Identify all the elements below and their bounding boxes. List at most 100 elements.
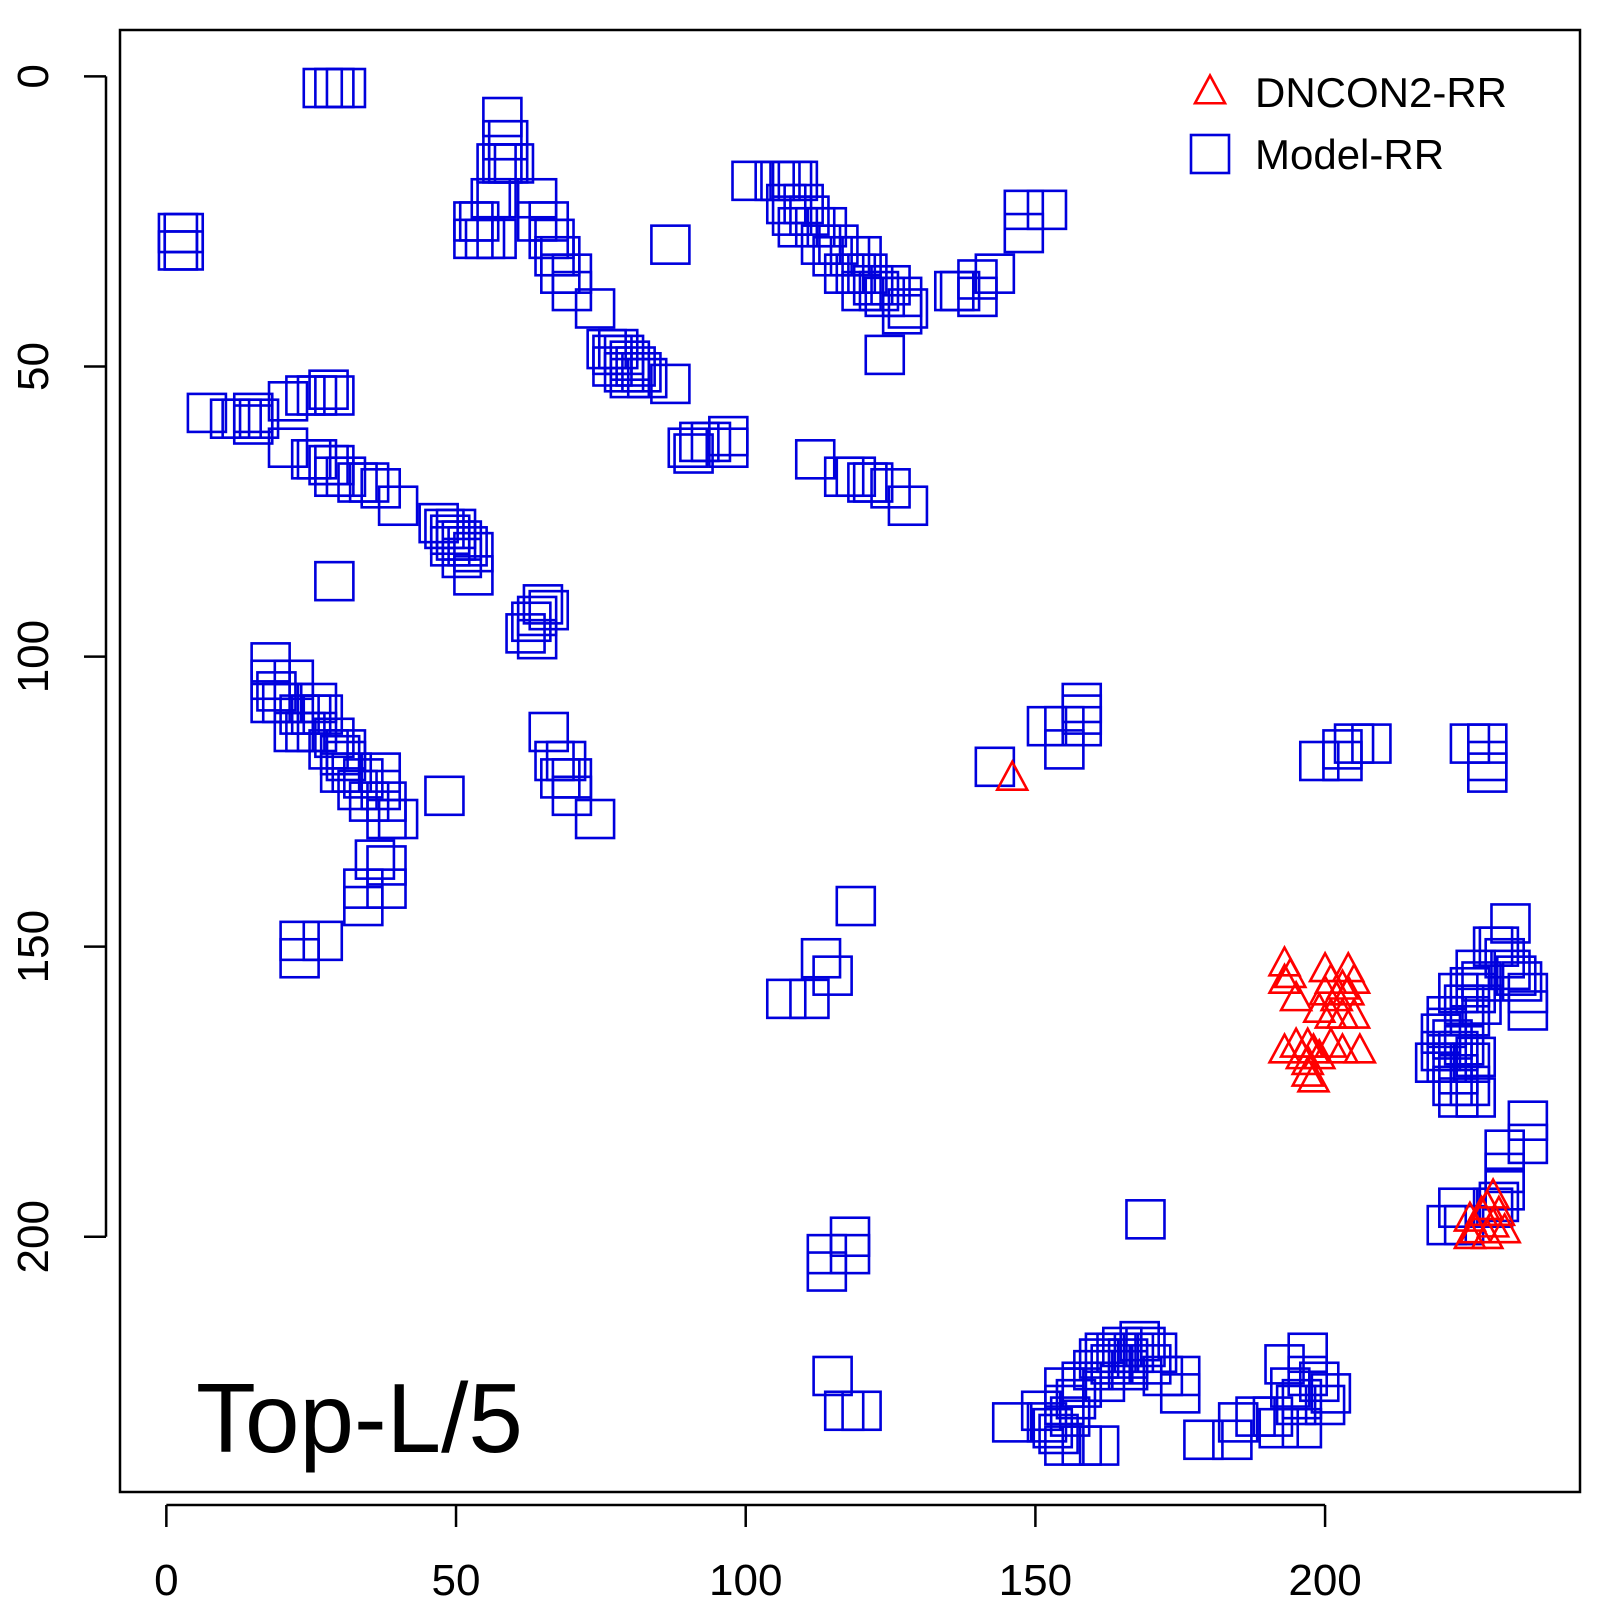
data-point — [1287, 1355, 1328, 1397]
data-point — [1470, 1217, 1505, 1250]
data-point — [1443, 1024, 1485, 1066]
data-point — [482, 96, 523, 138]
data-point — [574, 288, 616, 329]
data-point — [794, 439, 836, 480]
data-point — [841, 1390, 882, 1432]
data-point — [325, 729, 367, 770]
data-point — [1252, 1396, 1294, 1437]
legend: DNCON2-RR Model-RR — [1189, 69, 1507, 178]
data-point — [1061, 682, 1103, 724]
y-tick-label: 200 — [9, 1200, 58, 1273]
data-point — [1212, 1419, 1253, 1461]
data-point — [516, 201, 558, 242]
data-point — [348, 462, 390, 503]
data-point — [1125, 1326, 1166, 1368]
data-point — [1044, 1384, 1085, 1426]
data-point — [1026, 189, 1068, 231]
data-point — [1061, 1425, 1103, 1466]
data-point — [453, 555, 494, 596]
data-point — [1351, 723, 1392, 764]
data-point — [1287, 1332, 1328, 1374]
data-point — [354, 839, 396, 880]
data-point — [296, 682, 338, 724]
legend-label: DNCON2-RR — [1255, 69, 1507, 116]
data-point — [650, 224, 691, 265]
data-point — [1090, 1344, 1132, 1385]
data-point — [1044, 729, 1085, 770]
data-point — [829, 1216, 871, 1258]
data-point — [1264, 1344, 1305, 1385]
data-point — [516, 618, 558, 660]
data-point — [1507, 1123, 1549, 1165]
data-point — [800, 937, 842, 979]
data-point — [314, 717, 355, 759]
data-point — [1032, 1407, 1074, 1449]
data-point — [522, 584, 564, 625]
data-point — [1452, 1217, 1488, 1250]
data-point — [1026, 705, 1068, 747]
x-tick-label: 0 — [154, 1556, 178, 1600]
data-point — [1455, 949, 1497, 991]
legend-marker — [1189, 133, 1231, 175]
data-point — [366, 845, 407, 886]
data-point — [1484, 937, 1525, 979]
data-point — [574, 798, 616, 840]
data-point — [1078, 1338, 1120, 1379]
data-point — [487, 119, 529, 161]
data-point — [516, 177, 558, 219]
data-point — [325, 456, 367, 498]
data-point — [1302, 1037, 1337, 1070]
data-point — [864, 334, 906, 376]
data-point — [650, 363, 691, 405]
data-point — [592, 346, 633, 387]
data-point — [343, 758, 384, 799]
y-axis: 0 50 100 150 200 — [9, 64, 108, 1273]
data-point — [603, 351, 645, 393]
data-point — [441, 537, 483, 579]
data-point — [1296, 1060, 1331, 1093]
data-point — [1273, 956, 1308, 989]
data-point — [273, 659, 315, 701]
plot-annotation: Top-L/5 — [196, 1363, 523, 1473]
data-point — [314, 560, 355, 602]
x-tick-label: 150 — [999, 1556, 1072, 1600]
data-point — [273, 682, 315, 724]
data-point — [1278, 979, 1314, 1012]
data-point — [435, 508, 477, 550]
data-point — [777, 160, 819, 202]
data-point — [597, 328, 639, 370]
data-point — [429, 526, 471, 567]
data-point — [1464, 1194, 1499, 1227]
data-point — [841, 235, 882, 277]
data-point — [1484, 1129, 1525, 1171]
data-point — [1478, 926, 1520, 967]
data-point — [551, 253, 593, 294]
y-tick-label: 150 — [9, 910, 58, 983]
data-point — [870, 264, 911, 306]
data-point — [232, 404, 274, 445]
data-point — [314, 67, 355, 109]
data-point — [493, 143, 535, 184]
data-point — [1507, 1100, 1549, 1141]
y-tick-label: 50 — [9, 342, 58, 391]
data-point — [476, 177, 517, 219]
data-point — [418, 502, 459, 544]
data-point — [267, 427, 309, 469]
data-point — [314, 375, 355, 416]
data-point — [858, 270, 900, 312]
x-axis: 0 50 100 150 200 — [154, 1503, 1362, 1605]
data-point — [881, 293, 923, 335]
data-point — [1414, 1042, 1456, 1083]
data-point — [1304, 1384, 1346, 1426]
data-point — [615, 346, 656, 387]
data-point — [1281, 1407, 1323, 1449]
data-point — [829, 1233, 871, 1275]
data-point — [1472, 1187, 1514, 1229]
data-point — [1467, 752, 1508, 793]
data-point — [1455, 1077, 1497, 1118]
series-model-rr — [157, 67, 1549, 1466]
data-point — [1183, 1419, 1224, 1461]
data-point — [1438, 1030, 1479, 1072]
data-point — [1281, 1378, 1323, 1420]
